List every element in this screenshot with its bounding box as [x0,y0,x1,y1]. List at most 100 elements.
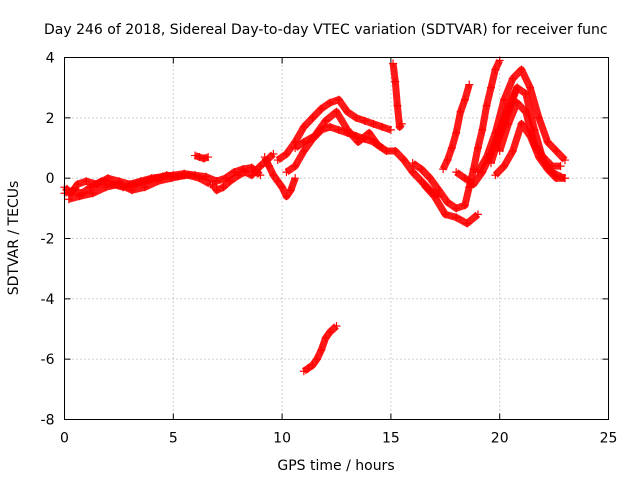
data-point [552,147,561,156]
data-point [291,174,300,183]
series-track-6h [191,151,213,163]
data-point [325,98,334,107]
data-point [141,183,150,192]
data-point [473,210,482,219]
data-point [508,74,517,83]
data-point [195,174,204,183]
data-point [517,65,526,74]
data-point [378,122,387,131]
data-point [73,180,82,189]
series-trace [67,171,185,203]
data-point [308,361,317,370]
series-trace [209,151,276,194]
data-point [86,183,95,192]
data-point [473,144,482,152]
data-point [269,150,278,159]
series-track-early-c [64,171,189,204]
data-point [391,147,400,156]
data-point [441,210,450,219]
data-point [127,186,136,195]
data-point [256,162,265,171]
data-point [443,156,452,165]
data-points [60,56,569,376]
data-point [286,186,295,195]
data-point [382,147,391,156]
series-trace [496,99,561,170]
data-point [312,355,321,364]
data-point [180,171,189,180]
y-tick-label: -2 [41,232,55,248]
y-tick-labels: -8 -6 -4 -2 0 2 4 [41,51,55,429]
data-point [204,153,213,162]
data-point [560,174,569,183]
data-point [282,150,291,159]
data-point [521,89,530,98]
data-point [97,177,106,186]
series-track-negative [299,321,341,376]
data-point [256,171,265,180]
data-point [343,125,352,134]
data-point [460,174,469,183]
data-point [526,83,535,92]
data-point [434,186,443,195]
data-point [463,219,472,228]
data-point [543,137,552,146]
y-tick-label: -4 [41,292,55,308]
data-point [417,165,426,174]
data-point [208,180,217,189]
data-point [495,147,504,156]
chart-title: Day 246 of 2018, Sidereal Day-to-day VTE… [44,22,608,38]
data-point [325,122,334,131]
data-point [469,180,478,189]
data-point [373,140,382,149]
data-point [460,95,469,104]
series-track-7-9-b [212,163,265,186]
x-tick-label: 15 [382,431,400,447]
x-tick-labels: 0 5 10 15 20 25 [60,431,617,447]
data-point [534,113,543,122]
data-point [486,159,495,168]
data-point [447,144,456,152]
data-point [465,80,474,89]
data-point [408,159,417,168]
data-point [456,107,465,116]
data-point [419,180,428,189]
data-point [504,119,513,128]
data-point [317,104,326,113]
data-point [195,153,204,162]
data-point [238,165,247,174]
data-point [321,116,330,125]
series-trace [293,108,441,200]
data-point [308,113,317,122]
data-point [352,113,361,122]
series-trace [261,155,299,200]
y-tick-label: -6 [41,352,55,368]
data-point [75,192,84,201]
data-point [386,125,395,134]
data-point [393,101,402,110]
data-point [291,162,300,171]
series-trace [193,152,210,163]
data-point [269,171,278,180]
plot-frame [64,57,609,420]
data-point [304,364,313,373]
data-point [64,195,73,204]
data-point [265,162,274,171]
data-point [513,83,522,92]
y-tick-label: 2 [46,111,55,127]
series-track-15h-spike [389,59,406,131]
data-point [482,101,491,110]
data-point [354,137,363,146]
data-point [552,174,561,183]
data-point [334,125,343,134]
data-point [82,177,91,186]
x-tick-label: 5 [169,431,178,447]
data-point [491,65,500,74]
data-point [101,183,110,192]
x-axis-label: GPS time / hours [277,458,394,474]
data-point [334,95,343,104]
data-point [460,201,469,210]
series-track-19-23-a [473,65,569,177]
data-point [332,321,341,330]
